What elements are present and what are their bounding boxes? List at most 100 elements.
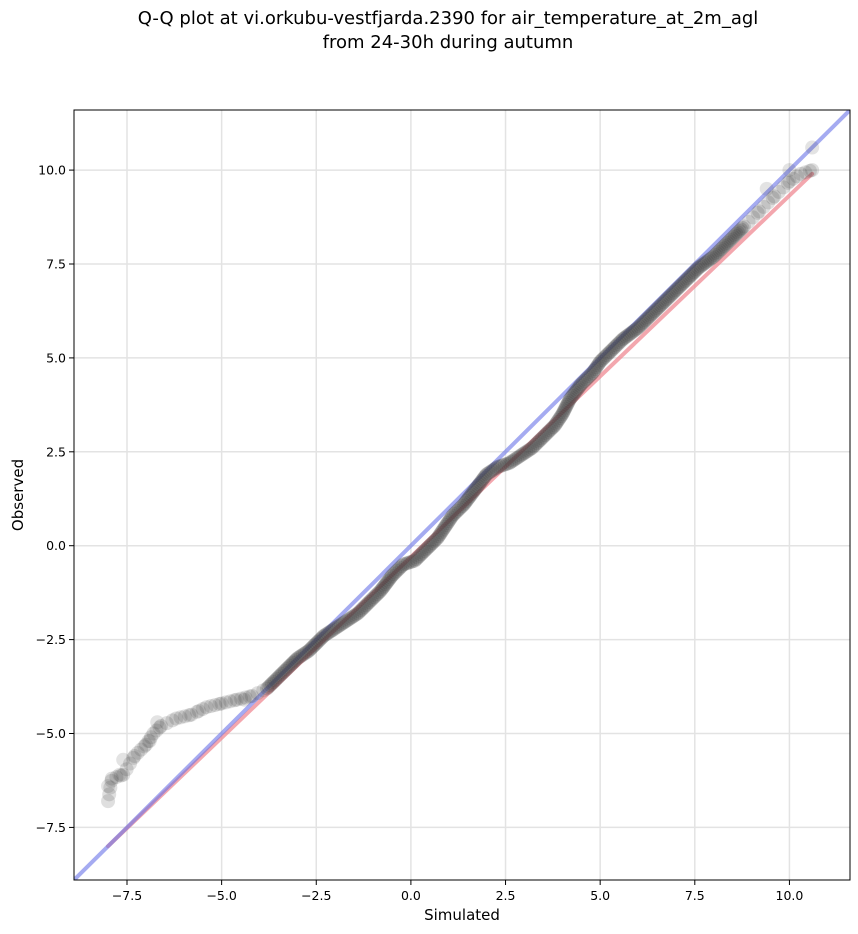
data-point [379, 575, 394, 590]
data-point [400, 555, 415, 570]
data-point [337, 615, 352, 630]
data-point [414, 547, 429, 562]
data-point [622, 327, 637, 342]
data-point [423, 537, 438, 552]
data-point [513, 448, 528, 463]
data-point [365, 591, 380, 606]
data-point [629, 322, 644, 337]
data-point [538, 428, 553, 443]
data-point [116, 767, 131, 782]
data-point [282, 658, 297, 673]
x-tick-label: 7.5 [685, 888, 705, 903]
data-point [544, 421, 559, 436]
data-point [434, 525, 449, 540]
data-point [588, 362, 603, 377]
data-point [394, 559, 409, 574]
data-point [376, 580, 391, 595]
data-point [339, 613, 354, 628]
data-point [571, 380, 586, 395]
data-point [546, 420, 561, 435]
data-point [611, 336, 626, 351]
data-point [152, 720, 167, 735]
data-point [355, 601, 370, 616]
data-point [717, 238, 732, 253]
data-point [269, 671, 284, 686]
data-point [208, 698, 223, 713]
data-point [711, 244, 726, 259]
data-point [149, 723, 164, 738]
data-point [604, 343, 619, 358]
data-point [646, 305, 661, 320]
data-point [650, 301, 665, 316]
data-point [439, 518, 454, 533]
data-point [104, 771, 119, 786]
data-point [602, 345, 617, 359]
data-point [177, 709, 192, 724]
data-point [670, 281, 685, 296]
data-point [673, 278, 688, 293]
data-point [706, 249, 721, 264]
data-point [101, 794, 116, 809]
data-point [705, 250, 720, 265]
data-point [556, 405, 571, 420]
data-point [165, 713, 180, 728]
data-point [391, 562, 406, 577]
data-point [466, 484, 481, 499]
data-point [805, 140, 820, 155]
data-point [733, 222, 748, 237]
data-point [464, 487, 479, 502]
chart-title-line-2: from 24-30h during autumn [323, 32, 574, 53]
data-point [374, 582, 389, 597]
data-point [436, 521, 451, 536]
data-point [687, 265, 702, 280]
data-point [341, 612, 356, 627]
data-point [453, 500, 468, 515]
data-point [593, 354, 608, 369]
data-point [360, 596, 375, 611]
data-point [690, 262, 705, 277]
data-point [428, 532, 443, 547]
data-point [601, 346, 616, 361]
data-point [644, 307, 659, 322]
data-point [104, 773, 119, 788]
data-point [481, 466, 496, 481]
y-tick-label: 7.5 [46, 257, 66, 272]
data-point [479, 467, 494, 482]
data-point [287, 654, 302, 669]
data-point [649, 302, 664, 317]
data-point [195, 702, 210, 717]
data-point [468, 482, 483, 497]
data-point [109, 770, 124, 785]
data-point [767, 189, 782, 204]
data-point [182, 708, 197, 723]
data-point [191, 703, 206, 718]
data-point [698, 255, 713, 270]
data-point [729, 226, 744, 241]
data-point [276, 665, 291, 680]
data-point [579, 372, 594, 387]
data-point [261, 679, 276, 694]
data-point [223, 694, 238, 709]
data-point [761, 195, 776, 210]
x-tick-label: 0.0 [401, 888, 421, 903]
data-point [304, 640, 319, 655]
data-point [441, 514, 456, 529]
data-point [214, 696, 229, 711]
data-point [263, 678, 278, 693]
data-point [393, 560, 408, 575]
data-point [641, 310, 656, 325]
data-point [619, 329, 634, 344]
data-point [266, 675, 281, 689]
y-tick-label: −5.0 [36, 726, 66, 741]
y-tick-label: 5.0 [46, 350, 66, 365]
x-axis-label: Simulated [424, 906, 500, 924]
data-point [523, 442, 538, 457]
data-point [572, 378, 587, 393]
data-point [547, 418, 562, 433]
data-point [562, 392, 577, 407]
data-point [459, 494, 474, 509]
data-point [655, 296, 670, 311]
data-point [677, 274, 692, 289]
data-point [487, 462, 502, 477]
data-point [460, 492, 475, 507]
